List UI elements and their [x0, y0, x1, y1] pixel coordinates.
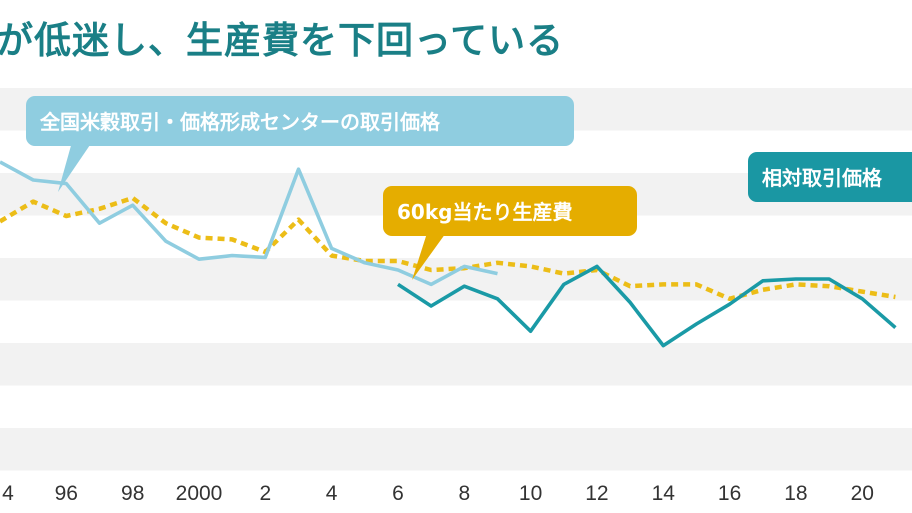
grid-bands — [0, 88, 912, 471]
callout-production-cost-pointer — [412, 230, 448, 280]
x-tick-label: 12 — [585, 482, 608, 505]
x-tick-label: 4 — [326, 482, 338, 505]
grid-band — [0, 258, 912, 301]
x-tick-label: 8 — [458, 482, 470, 505]
grid-band — [0, 343, 912, 386]
callout-production-cost-label: 60kg当たり生産費 — [397, 200, 572, 224]
x-tick-label: 4 — [2, 482, 14, 505]
x-tick-label: 6 — [392, 482, 404, 505]
callout-center-price-label: 全国米穀取引・価格形成センターの取引価格 — [39, 110, 441, 134]
x-tick-label: 2000 — [176, 482, 223, 505]
callout-relative-price: 相対取引価格 — [748, 152, 912, 202]
page-title: が低迷し、生産費を下回っている — [0, 19, 565, 62]
series-line-center-price — [0, 160, 498, 287]
callout-relative-price-box — [748, 152, 912, 202]
callout-center-price: 全国米穀取引・価格形成センターの取引価格 — [26, 96, 574, 192]
callout-relative-price-label: 相対取引価格 — [762, 166, 883, 190]
grid-band — [0, 428, 912, 471]
x-tick-label: 20 — [851, 482, 874, 505]
x-tick-label: 10 — [519, 482, 542, 505]
x-axis-ticks: 4 96 98 2000 2 4 6 8 10 12 14 16 18 20 — [2, 482, 874, 505]
series-line-relative-price — [397, 264, 897, 348]
x-tick-label: 98 — [121, 482, 144, 505]
x-tick-label: 2 — [259, 482, 271, 505]
x-tick-label: 14 — [652, 482, 676, 505]
series-lines — [0, 160, 897, 348]
callout-center-price-box — [26, 96, 574, 146]
x-tick-label: 96 — [55, 482, 78, 505]
callout-production-cost: 60kg当たり生産費 — [383, 186, 637, 280]
x-tick-label: 16 — [718, 482, 741, 505]
callout-center-price-pointer — [58, 142, 92, 192]
x-tick-label: 18 — [784, 482, 807, 505]
callout-production-cost-box — [383, 186, 637, 236]
